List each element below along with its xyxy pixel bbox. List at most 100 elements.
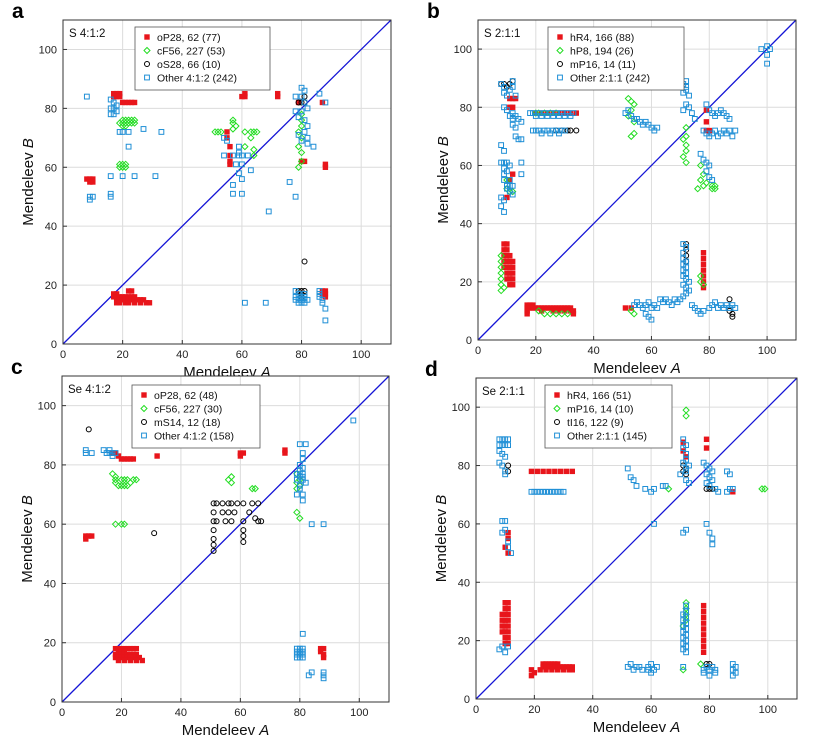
data-point <box>555 664 561 670</box>
data-point <box>127 645 134 652</box>
data-point <box>680 611 687 618</box>
data-point <box>570 311 577 317</box>
data-point <box>528 672 535 679</box>
data-point <box>758 485 766 493</box>
data-point <box>683 620 690 627</box>
data-point <box>249 500 256 507</box>
data-point <box>563 310 572 318</box>
data-point <box>112 654 119 661</box>
data-point <box>125 294 132 300</box>
data-point <box>131 294 138 300</box>
data-point <box>630 129 638 138</box>
series-1 <box>83 447 327 664</box>
data-point <box>251 484 259 493</box>
data-point <box>121 456 128 462</box>
data-point <box>83 536 89 542</box>
data-point <box>125 99 132 106</box>
data-point <box>87 176 93 182</box>
data-point <box>118 645 125 652</box>
data-point <box>112 645 119 652</box>
data-point <box>499 629 505 635</box>
data-point <box>121 645 128 652</box>
data-point <box>110 99 117 106</box>
data-point <box>301 129 308 135</box>
data-point <box>729 310 736 317</box>
data-point <box>668 302 675 308</box>
data-point <box>683 608 690 615</box>
data-point <box>293 476 300 483</box>
data-point <box>648 661 654 667</box>
data-point <box>124 654 131 661</box>
data-point <box>299 450 306 456</box>
x-tick-label: 40 <box>587 704 599 716</box>
x-tick-label: 80 <box>295 349 307 361</box>
legend: hR4, 166 (51) mP16, 14 (10)tI16, 122 (9) O… <box>544 384 673 449</box>
data-point <box>502 453 509 460</box>
data-point <box>301 99 308 106</box>
data-point <box>210 500 217 507</box>
data-point <box>258 518 265 525</box>
data-point <box>320 672 327 679</box>
legend-marker <box>557 74 563 81</box>
data-point <box>100 447 107 453</box>
data-point <box>505 544 512 551</box>
data-point <box>677 471 684 478</box>
data-point <box>299 464 306 471</box>
data-point <box>124 645 131 652</box>
data-point <box>508 550 514 556</box>
data-point <box>128 294 135 300</box>
data-point <box>219 500 226 507</box>
data-point <box>298 158 305 165</box>
data-point <box>683 468 690 475</box>
data-point <box>543 664 549 670</box>
data-point <box>549 664 555 670</box>
data-point <box>239 152 245 159</box>
data-point <box>732 669 739 676</box>
data-point <box>680 529 687 536</box>
data-point <box>764 52 770 58</box>
data-point <box>509 182 516 189</box>
data-point <box>680 617 687 624</box>
data-point <box>654 305 661 311</box>
data-point <box>252 515 259 522</box>
data-point <box>109 453 116 459</box>
x-tick-label: 100 <box>759 704 777 716</box>
data-point <box>699 281 708 289</box>
data-point <box>299 654 306 661</box>
data-point <box>116 90 123 97</box>
legend-label: cF56, 227 (53) <box>157 46 225 58</box>
data-point <box>133 645 140 652</box>
data-point <box>113 294 120 300</box>
data-point <box>236 143 242 150</box>
data-point <box>504 107 510 114</box>
data-point <box>557 488 564 495</box>
data-point <box>299 473 306 480</box>
data-point <box>499 617 505 623</box>
data-point <box>558 310 566 318</box>
data-point <box>703 480 710 486</box>
data-point <box>121 651 128 658</box>
data-point <box>298 108 305 115</box>
data-point <box>630 310 638 318</box>
legend-marker <box>557 34 563 40</box>
data-point <box>706 127 712 134</box>
data-point <box>528 667 535 673</box>
data-point <box>115 657 122 664</box>
data-point <box>255 518 262 525</box>
data-point <box>680 439 686 445</box>
data-point <box>230 152 236 159</box>
data-point <box>248 484 256 493</box>
data-point <box>709 177 716 183</box>
data-point <box>680 628 687 635</box>
x-tick-label: 60 <box>645 345 657 357</box>
data-point <box>570 110 577 116</box>
data-point <box>117 520 126 528</box>
data-point <box>499 442 506 449</box>
data-point <box>119 99 126 106</box>
data-point <box>546 488 552 495</box>
data-point <box>560 667 567 673</box>
data-point <box>648 669 654 676</box>
data-point <box>265 208 272 215</box>
data-point <box>700 459 707 466</box>
